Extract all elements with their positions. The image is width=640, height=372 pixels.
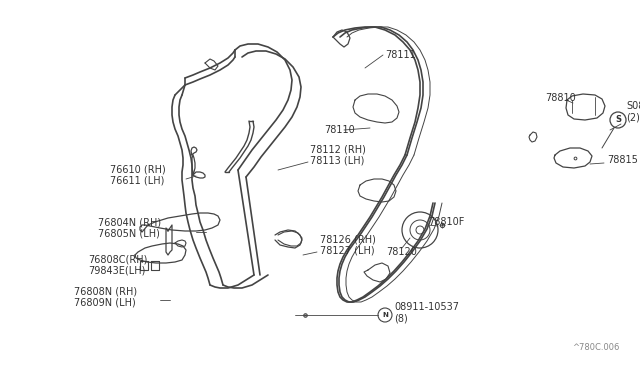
Text: 78120: 78120 <box>386 247 417 257</box>
Text: 76804N (RH)
76805N (LH): 76804N (RH) 76805N (LH) <box>98 217 161 239</box>
Text: 08911-10537
(8): 08911-10537 (8) <box>394 302 459 324</box>
Text: 78126 (RH)
78127 (LH): 78126 (RH) 78127 (LH) <box>320 234 376 256</box>
Text: 76808N (RH)
76809N (LH): 76808N (RH) 76809N (LH) <box>74 286 137 308</box>
Text: S: S <box>615 115 621 125</box>
Text: N: N <box>382 312 388 318</box>
Text: 78110: 78110 <box>324 125 355 135</box>
Text: 78810F: 78810F <box>428 217 465 227</box>
Text: 76610 (RH)
76611 (LH): 76610 (RH) 76611 (LH) <box>110 164 166 186</box>
Text: 78111: 78111 <box>385 50 416 60</box>
Text: 78810: 78810 <box>545 93 576 103</box>
Text: 78815: 78815 <box>607 155 638 165</box>
Text: ^780C.006: ^780C.006 <box>572 343 620 352</box>
Text: S08310-51026
(2): S08310-51026 (2) <box>626 101 640 123</box>
Text: 76808C(RH)
79843E(LH): 76808C(RH) 79843E(LH) <box>88 254 147 276</box>
Text: 78112 (RH)
78113 (LH): 78112 (RH) 78113 (LH) <box>310 144 366 166</box>
